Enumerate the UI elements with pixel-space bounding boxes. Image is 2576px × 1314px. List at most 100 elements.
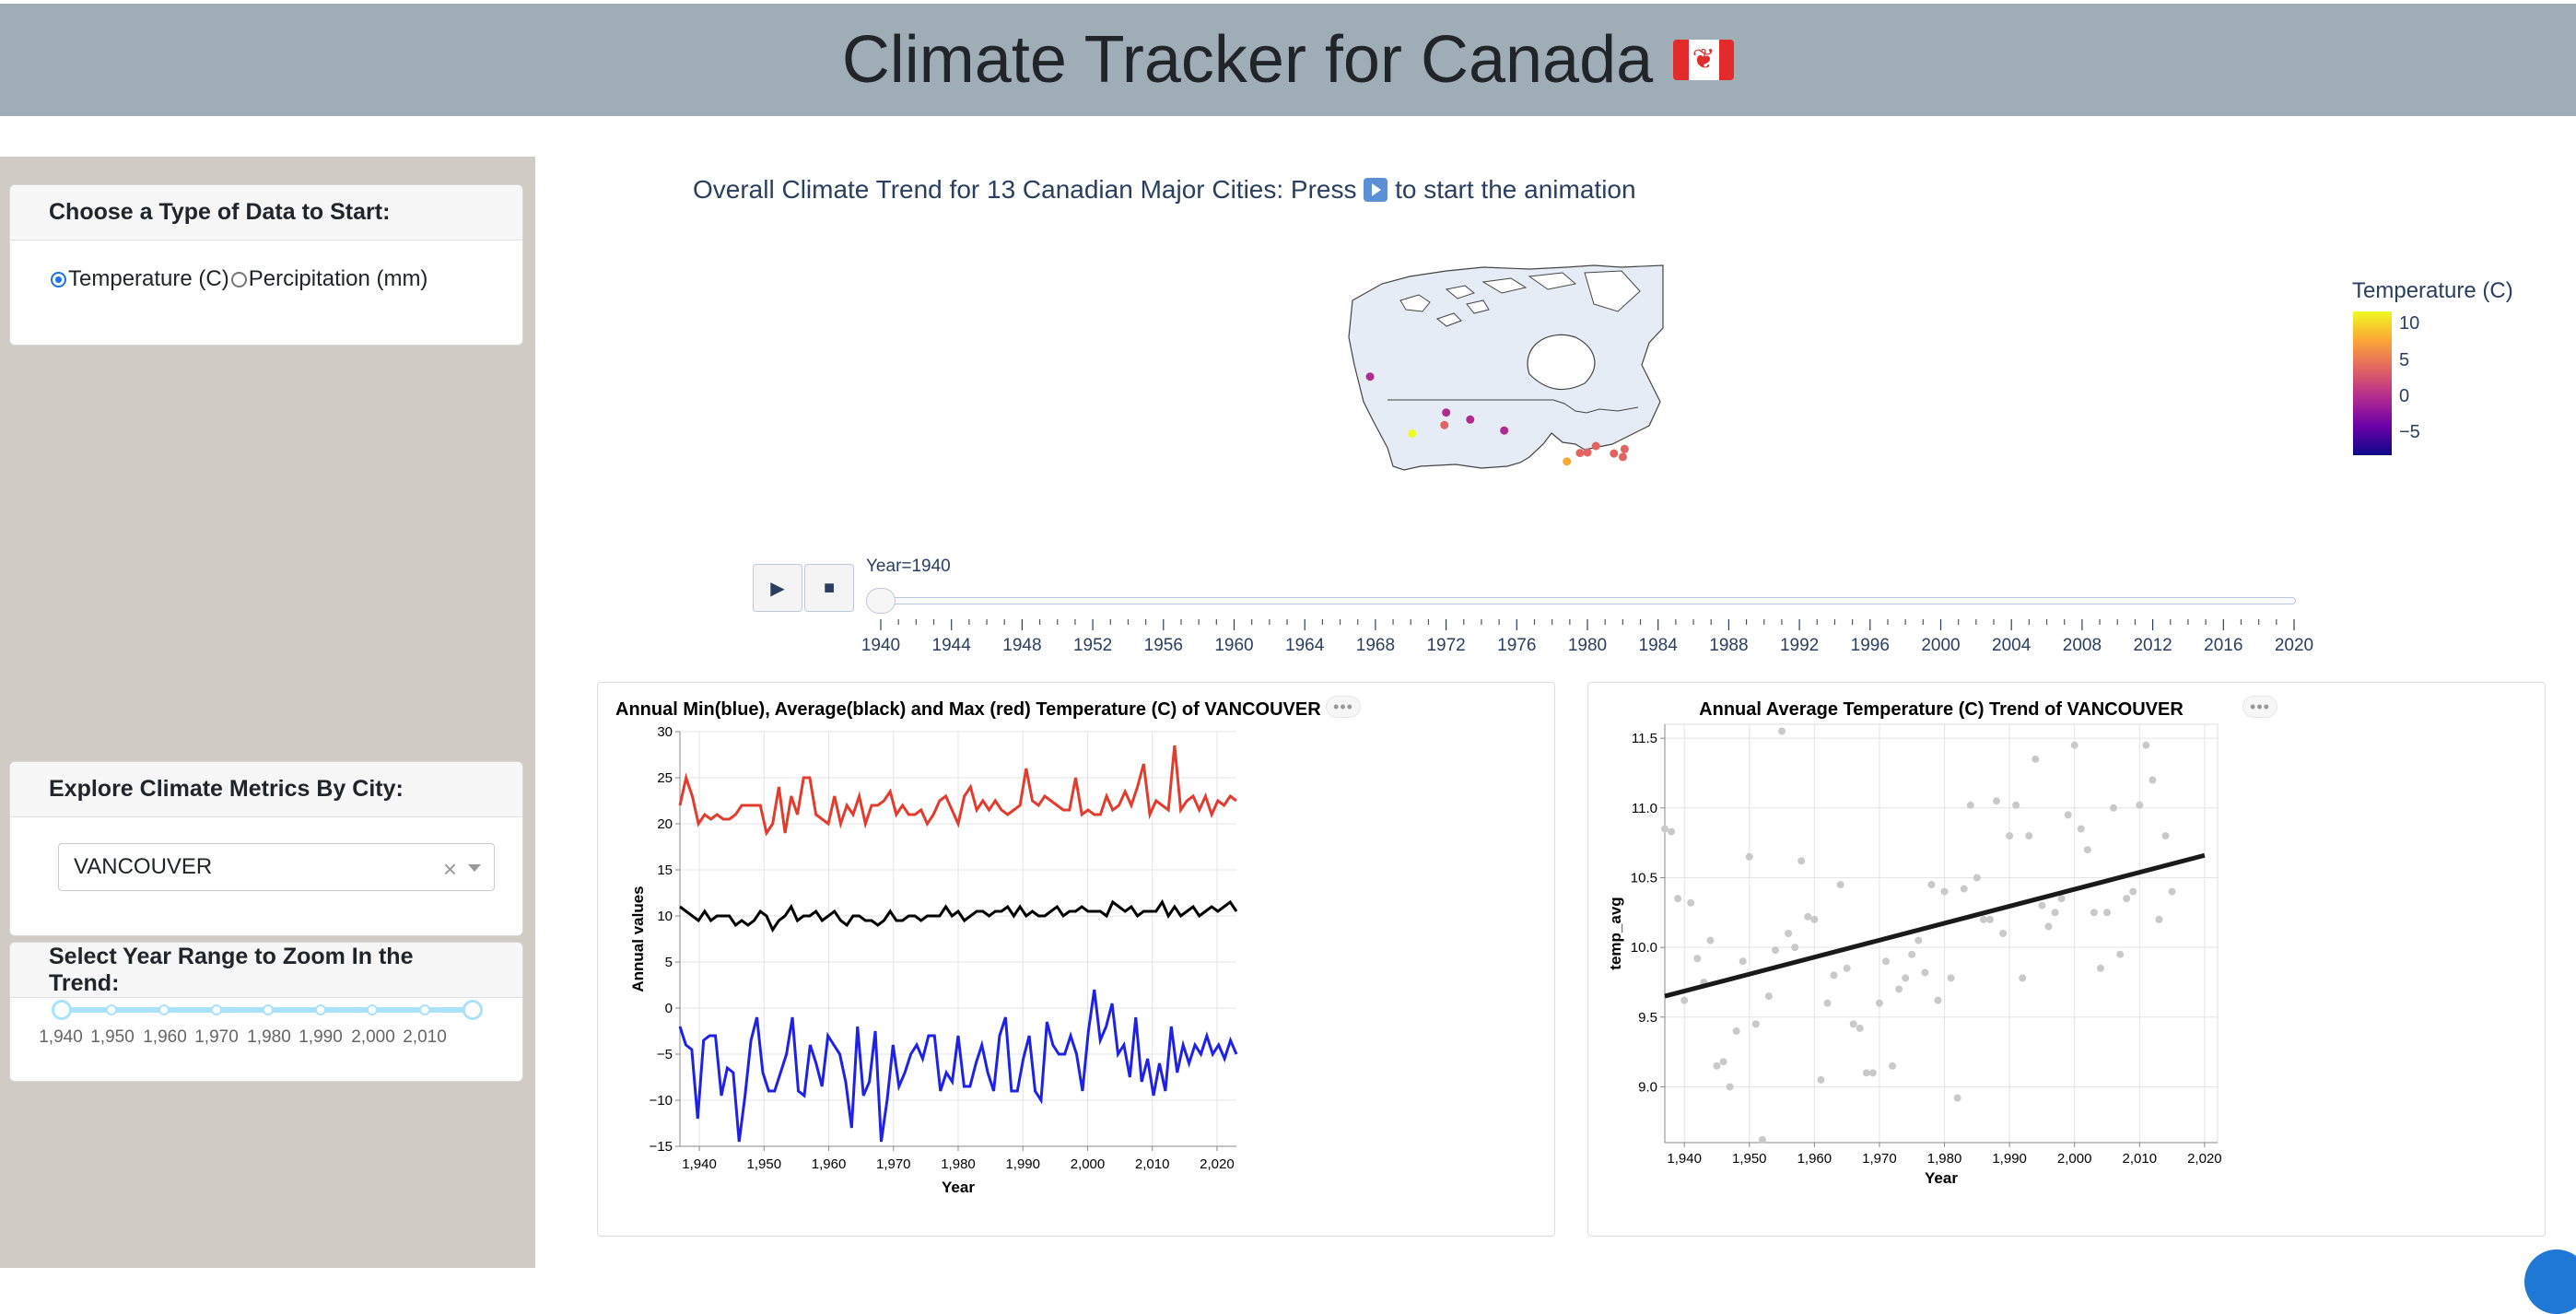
x-tick-label: 1,960: [1797, 1151, 1832, 1167]
y-tick-label: −10: [650, 1093, 673, 1109]
y-tick-label: 20: [657, 816, 673, 832]
x-tick-label: 1,960: [812, 1156, 847, 1172]
year-slider-label: 1972: [1426, 636, 1466, 655]
min-avg-max-chart[interactable]: Annual Min(blue), Average(black) and Max…: [597, 682, 1334, 1198]
year-range-dot[interactable]: [211, 1004, 222, 1015]
y-axis-label: temp_avg: [1607, 897, 1624, 969]
current-year-label: Year=1940: [866, 557, 951, 576]
scatter-point: [1726, 1083, 1734, 1091]
year-range-dot[interactable]: [158, 1004, 170, 1015]
precipitation-radio-label[interactable]: Percipitation (mm): [248, 266, 428, 291]
scatter-point: [2044, 922, 2053, 931]
y-tick-label: 9.0: [1638, 1079, 1657, 1095]
city-marker[interactable]: [1408, 428, 1417, 438]
city-marker[interactable]: [1365, 372, 1375, 381]
data-type-card-title: Choose a Type of Data to Start:: [10, 185, 522, 241]
year-range-mark: 1,950: [90, 1027, 135, 1047]
chevron-down-icon[interactable]: [468, 864, 481, 872]
page-title: Climate Tracker for Canada ❦: [842, 22, 1735, 98]
scatter-point: [2057, 895, 2066, 903]
city-marker[interactable]: [1440, 420, 1449, 429]
scatter-point: [1960, 885, 1968, 893]
year-range-dot[interactable]: [263, 1004, 274, 1015]
colorbar-tick: 0: [2399, 386, 2410, 406]
series-line: [678, 745, 1237, 837]
year-slider-label: 1956: [1143, 636, 1183, 655]
map-title-suffix: to start the animation: [1395, 175, 1636, 204]
year-range-dot[interactable]: [315, 1004, 326, 1015]
city-marker[interactable]: [1563, 457, 1572, 466]
year-slider-handle[interactable]: [866, 588, 896, 614]
stop-button[interactable]: ■: [804, 564, 854, 612]
city-marker[interactable]: [1500, 426, 1509, 435]
scatter-point: [1843, 964, 1851, 972]
chart-actions-button[interactable]: •••: [2242, 696, 2277, 718]
city-marker[interactable]: [1442, 408, 1451, 417]
city-dropdown[interactable]: VANCOUVER ×: [58, 843, 495, 891]
scatter-point: [1772, 946, 1779, 955]
chart-actions-button[interactable]: •••: [1326, 696, 1361, 718]
scatter-point: [2161, 832, 2170, 840]
y-tick-label: 5: [665, 955, 673, 970]
city-card: Explore Climate Metrics By City: VANCOUV…: [9, 761, 523, 936]
scatter-point: [2123, 895, 2131, 903]
play-icon: [1364, 178, 1388, 202]
year-range-mark: 1,940: [39, 1027, 83, 1047]
city-marker[interactable]: [1466, 415, 1475, 424]
city-marker[interactable]: [1575, 449, 1585, 458]
temperature-radio[interactable]: [51, 271, 66, 287]
precipitation-radio[interactable]: [230, 271, 247, 287]
scatter-point: [1745, 852, 1753, 861]
y-tick-label: 10.5: [1631, 870, 1657, 886]
scatter-point: [2038, 901, 2046, 909]
canada-map[interactable]: [1345, 264, 1668, 472]
map-title-prefix: Overall Climate Trend for 13 Canadian Ma…: [693, 175, 1357, 204]
scatter-point: [1849, 1020, 1857, 1028]
year-range-dot[interactable]: [419, 1004, 430, 1015]
year-range-dot[interactable]: [106, 1004, 117, 1015]
temperature-radio-label[interactable]: Temperature (C): [68, 266, 229, 291]
scatter-point: [1804, 912, 1812, 921]
city-marker[interactable]: [1583, 448, 1592, 457]
year-range-end-handle[interactable]: [463, 1000, 483, 1020]
trend-chart[interactable]: Annual Average Temperature (C) Trend of …: [1587, 682, 2251, 1198]
scatter-point: [2064, 811, 2072, 819]
city-marker[interactable]: [1591, 441, 1600, 451]
x-tick-label: 1,990: [1992, 1151, 2027, 1167]
x-tick-label: 2,010: [2123, 1151, 2158, 1167]
city-marker[interactable]: [1610, 449, 1619, 458]
x-tick-label: 1,970: [876, 1156, 911, 1172]
scatter-point: [1902, 974, 1910, 982]
scatter-point: [1934, 996, 1942, 1004]
year-slider-label: 1952: [1072, 636, 1113, 655]
clear-icon[interactable]: ×: [442, 855, 457, 883]
x-tick-label: 2,000: [1071, 1156, 1106, 1172]
data-type-radio-group: Temperature (C) Percipitation (mm): [10, 241, 522, 292]
scatter-point: [1739, 957, 1747, 966]
scatter-point: [2116, 950, 2125, 958]
year-slider-label: 2008: [2062, 636, 2102, 655]
y-tick-label: 10.0: [1631, 940, 1657, 956]
x-tick-label: 1,940: [682, 1156, 717, 1172]
city-marker[interactable]: [1620, 444, 1629, 453]
scatter-point: [1966, 801, 1974, 809]
colorbar-tick: 10: [2399, 313, 2420, 334]
city-dropdown-value: VANCOUVER: [74, 854, 213, 879]
scatter-point: [1889, 1062, 1897, 1070]
x-tick-label: 2,020: [1200, 1156, 1235, 1172]
year-slider-rail[interactable]: [868, 597, 2296, 604]
y-tick-label: 30: [657, 724, 673, 740]
play-button[interactable]: ▶: [753, 564, 802, 612]
year-range-dot[interactable]: [367, 1004, 378, 1015]
min-avg-max-chart-card: •••: [597, 682, 1555, 1237]
city-marker[interactable]: [1618, 452, 1627, 462]
year-slider-label: 1968: [1355, 636, 1396, 655]
scatter-point: [2012, 801, 2020, 809]
trend-chart-card: •••: [1587, 682, 2546, 1237]
help-button[interactable]: [2524, 1249, 2576, 1314]
scatter-point: [1791, 944, 1799, 952]
year-range-start-handle[interactable]: [52, 1000, 72, 1020]
sidebar: Choose a Type of Data to Start: Temperat…: [0, 157, 535, 1268]
y-axis-label: Annual values: [629, 886, 647, 991]
scatter-point: [1993, 797, 2000, 805]
